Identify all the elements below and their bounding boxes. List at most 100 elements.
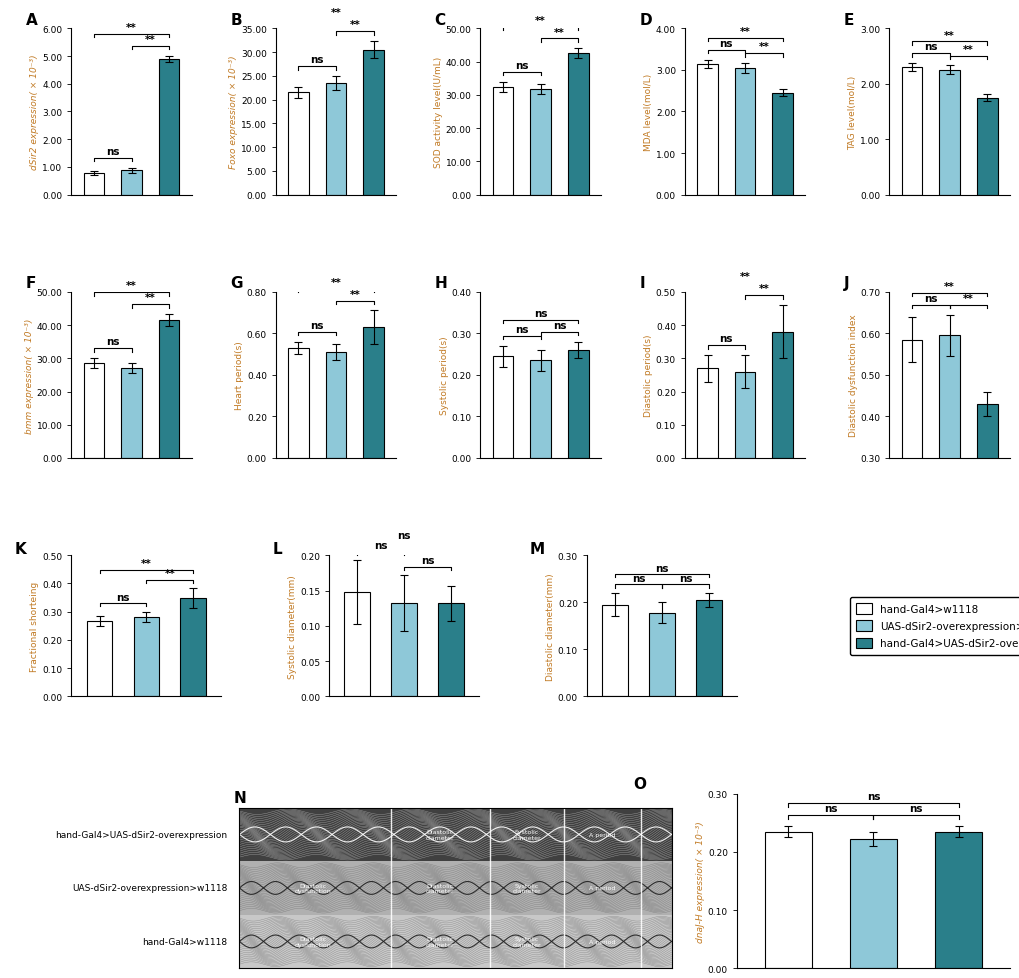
Text: J: J — [843, 276, 849, 290]
Text: **: ** — [535, 16, 545, 25]
Text: B: B — [230, 13, 242, 27]
Text: Diastolic
dysfunction: Diastolic dysfunction — [294, 882, 331, 894]
Bar — [239, 914, 671, 968]
Bar — [938, 70, 959, 196]
Text: M: M — [530, 542, 544, 556]
Text: K: K — [14, 542, 26, 556]
Text: G: G — [230, 276, 243, 290]
Bar — [601, 605, 628, 696]
Bar — [976, 405, 997, 583]
Text: ns: ns — [866, 791, 879, 801]
Text: Diastolic
diameter: Diastolic diameter — [426, 829, 454, 840]
Bar — [976, 99, 997, 196]
Bar — [325, 84, 346, 196]
Bar — [764, 831, 811, 968]
Text: E: E — [843, 13, 853, 27]
Text: A period: A period — [589, 939, 615, 944]
Text: **: ** — [141, 558, 152, 568]
Text: hand-Gal4>w1118: hand-Gal4>w1118 — [143, 937, 227, 946]
Bar — [239, 862, 671, 914]
Bar — [648, 613, 675, 696]
Bar — [901, 340, 921, 583]
Bar — [734, 373, 755, 459]
Legend: hand-Gal4>w1118, UAS-dSir2-overexpression>w1118, hand-Gal4>UAS-dSir2-overexpress: hand-Gal4>w1118, UAS-dSir2-overexpressio… — [849, 598, 1019, 655]
Text: O: O — [633, 777, 646, 791]
Bar — [492, 357, 513, 459]
Text: ns: ns — [106, 337, 119, 347]
Text: **: ** — [145, 293, 156, 303]
Bar — [771, 94, 793, 196]
Bar — [734, 68, 755, 196]
Text: **: ** — [164, 568, 175, 579]
Bar — [568, 54, 588, 196]
Text: **: ** — [126, 281, 137, 291]
Text: Systolic
diameter: Systolic diameter — [512, 882, 540, 894]
Y-axis label: bmm expression( × 10⁻³): bmm expression( × 10⁻³) — [24, 318, 34, 433]
Bar — [934, 831, 981, 968]
Text: ns: ns — [106, 147, 119, 156]
Bar — [530, 361, 550, 459]
Bar — [159, 321, 179, 459]
Text: ns: ns — [310, 321, 324, 331]
Y-axis label: Foxo expression( × 10⁻³): Foxo expression( × 10⁻³) — [229, 56, 238, 169]
Bar — [697, 65, 717, 196]
Text: Diastolic
dysfunction: Diastolic dysfunction — [294, 829, 331, 840]
Text: **: ** — [553, 27, 565, 37]
Text: **: ** — [944, 30, 954, 40]
Bar — [159, 60, 179, 196]
Text: **: ** — [350, 289, 360, 299]
Text: **: ** — [330, 278, 341, 288]
Text: ns: ns — [718, 333, 733, 344]
Bar — [363, 51, 383, 196]
Text: F: F — [25, 276, 36, 290]
Bar — [363, 328, 383, 459]
Text: **: ** — [962, 45, 973, 55]
Text: H: H — [434, 276, 447, 290]
Text: ns: ns — [533, 309, 547, 319]
Text: ns: ns — [908, 804, 922, 814]
Text: C: C — [434, 13, 445, 27]
Text: ns: ns — [923, 42, 936, 53]
Text: hand-Gal4>UAS-dSir2-overexpression: hand-Gal4>UAS-dSir2-overexpression — [55, 830, 227, 839]
Bar — [391, 603, 417, 696]
Bar — [438, 603, 464, 696]
Bar — [84, 174, 104, 196]
Bar — [287, 93, 309, 196]
Bar — [695, 600, 721, 696]
Bar — [771, 333, 793, 459]
Bar — [901, 68, 921, 196]
Text: ns: ns — [552, 321, 566, 331]
Text: A period: A period — [589, 885, 615, 891]
Text: **: ** — [962, 293, 973, 303]
Bar — [87, 621, 112, 696]
Bar — [697, 369, 717, 459]
Text: **: ** — [739, 272, 750, 282]
Text: ns: ns — [374, 541, 387, 551]
Bar — [180, 599, 206, 696]
Text: ns: ns — [678, 573, 692, 583]
Bar — [84, 364, 104, 459]
Text: **: ** — [330, 9, 341, 19]
Text: ns: ns — [116, 592, 129, 602]
Y-axis label: Systolic diameter(mm): Systolic diameter(mm) — [288, 574, 297, 678]
Bar — [133, 617, 159, 696]
Y-axis label: Diastolic diameter(mm): Diastolic diameter(mm) — [545, 572, 554, 680]
Text: ns: ns — [718, 39, 733, 49]
Bar — [849, 839, 896, 968]
Bar — [344, 593, 370, 696]
Bar — [121, 171, 142, 196]
Text: ns: ns — [397, 530, 411, 541]
Text: ns: ns — [823, 804, 837, 814]
Y-axis label: Heart period(s): Heart period(s) — [234, 341, 244, 410]
Text: Diastolic
dysfunction: Diastolic dysfunction — [294, 936, 331, 947]
Bar — [239, 808, 671, 862]
Y-axis label: dSir2 expression( × 10⁻³): dSir2 expression( × 10⁻³) — [31, 55, 40, 170]
Y-axis label: dnaJ-H expression( × 10⁻³): dnaJ-H expression( × 10⁻³) — [695, 821, 704, 942]
Text: Diastolic
diameter: Diastolic diameter — [426, 936, 454, 947]
Text: **: ** — [145, 34, 156, 45]
Text: ns: ns — [310, 55, 324, 65]
Text: Diastolic
diameter: Diastolic diameter — [426, 882, 454, 894]
Text: N: N — [233, 790, 246, 806]
Text: **: ** — [758, 42, 768, 52]
Y-axis label: Diastolic dysfunction index: Diastolic dysfunction index — [848, 314, 857, 437]
